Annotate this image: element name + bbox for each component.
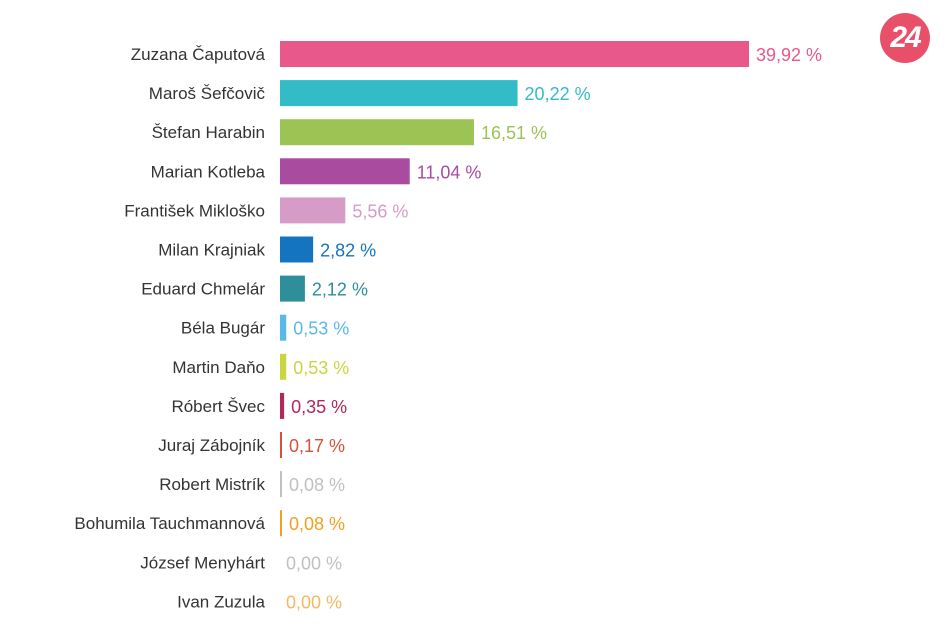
value-label: 16,51 % <box>481 123 547 143</box>
bar <box>280 197 346 224</box>
value-label: 0,53 % <box>293 319 349 339</box>
value-label: 2,12 % <box>312 280 368 300</box>
bar <box>280 432 282 458</box>
category-label: Juraj Zábojník <box>158 436 265 455</box>
category-label: Róbert Švec <box>171 397 265 416</box>
value-label: 0,08 % <box>289 514 345 534</box>
bar <box>280 158 410 185</box>
value-label: 2,82 % <box>320 241 376 261</box>
category-label: Robert Mistrík <box>159 475 265 494</box>
bar <box>280 392 285 419</box>
category-label: József Menyhárt <box>140 553 265 572</box>
bar <box>280 119 474 146</box>
bar <box>280 353 287 380</box>
category-label: Štefan Harabin <box>152 123 265 142</box>
bar <box>280 471 282 498</box>
category-label: Béla Bugár <box>181 319 265 338</box>
bar <box>280 80 518 107</box>
category-label: František Mikloško <box>124 201 265 220</box>
bar <box>280 314 287 341</box>
category-label: Marian Kotleba <box>151 162 266 181</box>
value-label: 39,92 % <box>756 45 822 65</box>
value-label: 0,00 % <box>286 553 342 573</box>
category-label: Maroš Šefčovič <box>149 84 266 103</box>
value-label: 0,08 % <box>289 475 345 495</box>
value-label: 20,22 % <box>525 84 591 104</box>
category-label: Ivan Zuzula <box>177 592 265 611</box>
bar <box>280 510 282 537</box>
value-label: 11,04 % <box>417 162 482 182</box>
category-label: Bohumila Tauchmannová <box>74 514 265 533</box>
value-label: 0,35 % <box>291 397 347 417</box>
value-label: 0,00 % <box>286 592 342 612</box>
value-label: 0,53 % <box>293 358 349 378</box>
category-label: Martin Daňo <box>172 358 265 377</box>
bar <box>280 236 314 263</box>
site-logo: 24 <box>880 13 930 63</box>
value-label: 0,17 % <box>289 436 345 456</box>
bar <box>280 41 749 67</box>
category-label: Zuzana Čaputová <box>131 45 266 64</box>
value-label: 5,56 % <box>352 201 408 221</box>
category-label: Milan Krajniak <box>158 241 265 260</box>
category-label: Eduard Chmelár <box>141 280 265 299</box>
bar <box>280 275 305 302</box>
